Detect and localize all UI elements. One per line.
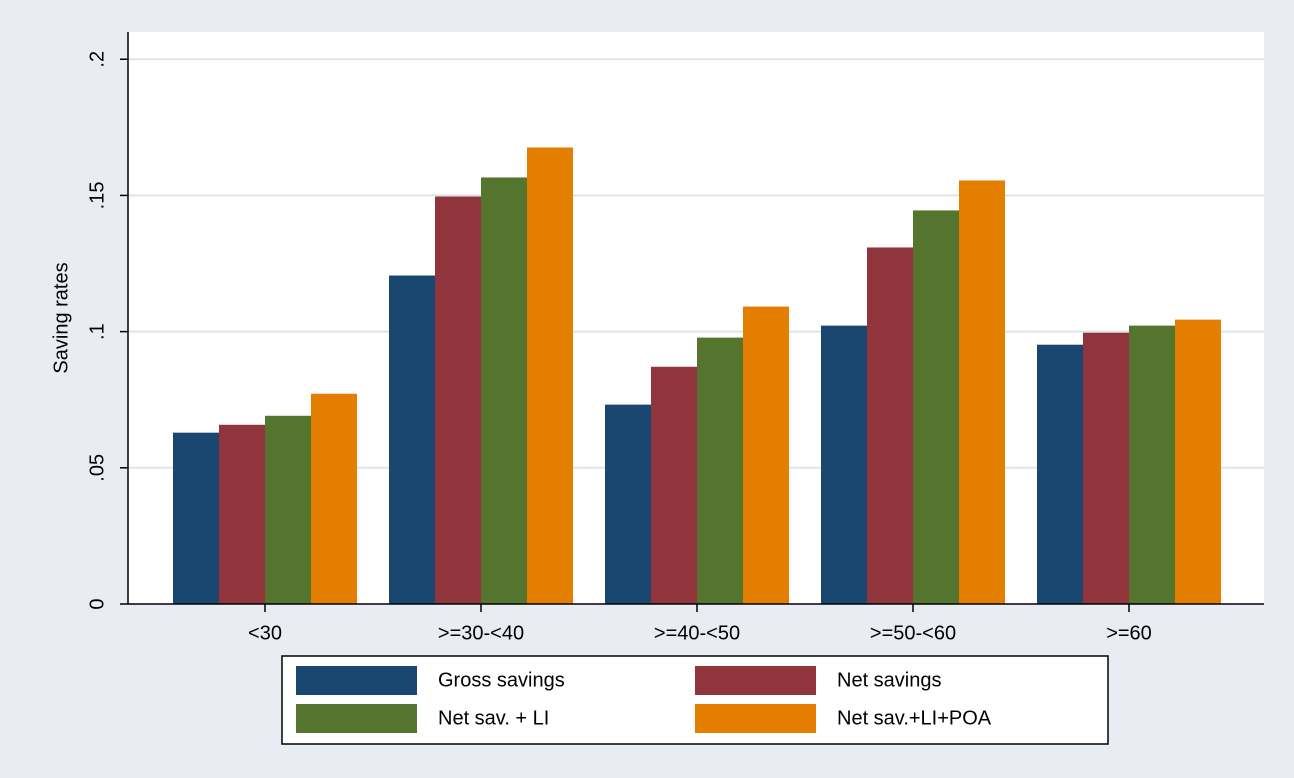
y-tick-label: .1 bbox=[86, 323, 108, 340]
y-tick-label: .15 bbox=[86, 182, 108, 210]
bar bbox=[743, 306, 789, 604]
bar bbox=[435, 196, 481, 604]
y-axis-label: Saving rates bbox=[50, 262, 72, 373]
bar bbox=[1037, 344, 1083, 604]
bar bbox=[389, 275, 435, 604]
legend-label: Net sav. + LI bbox=[438, 707, 549, 729]
y-tick-label: .05 bbox=[86, 454, 108, 482]
y-tick-label: .2 bbox=[86, 51, 108, 68]
x-tick-label: >=40-<50 bbox=[654, 622, 740, 644]
bar bbox=[219, 424, 265, 604]
bar bbox=[481, 177, 527, 605]
bar bbox=[959, 180, 1005, 604]
bar bbox=[173, 432, 219, 604]
y-tick-label: 0 bbox=[86, 598, 108, 609]
legend-swatch bbox=[296, 666, 417, 695]
x-tick-label: >=50-<60 bbox=[870, 622, 956, 644]
bar bbox=[1129, 325, 1175, 604]
legend-label: Net savings bbox=[837, 669, 942, 691]
bar bbox=[265, 415, 311, 604]
bar bbox=[913, 210, 959, 604]
x-tick-label: >=60 bbox=[1106, 622, 1152, 644]
bar bbox=[1083, 332, 1129, 604]
bar bbox=[311, 393, 357, 604]
bar bbox=[697, 337, 743, 604]
x-tick-label: >=30-<40 bbox=[438, 622, 524, 644]
bar bbox=[527, 147, 573, 605]
bar bbox=[605, 404, 651, 604]
legend-swatch bbox=[695, 666, 816, 695]
legend-label: Gross savings bbox=[438, 669, 565, 691]
legend-swatch bbox=[296, 704, 417, 733]
x-tick-label: <30 bbox=[248, 622, 282, 644]
legend-label: Net sav.+LI+POA bbox=[837, 707, 992, 729]
legend-swatch bbox=[695, 704, 816, 733]
bar bbox=[1175, 319, 1221, 604]
bar bbox=[651, 366, 697, 604]
bar bbox=[867, 247, 913, 604]
bar bbox=[821, 325, 867, 604]
